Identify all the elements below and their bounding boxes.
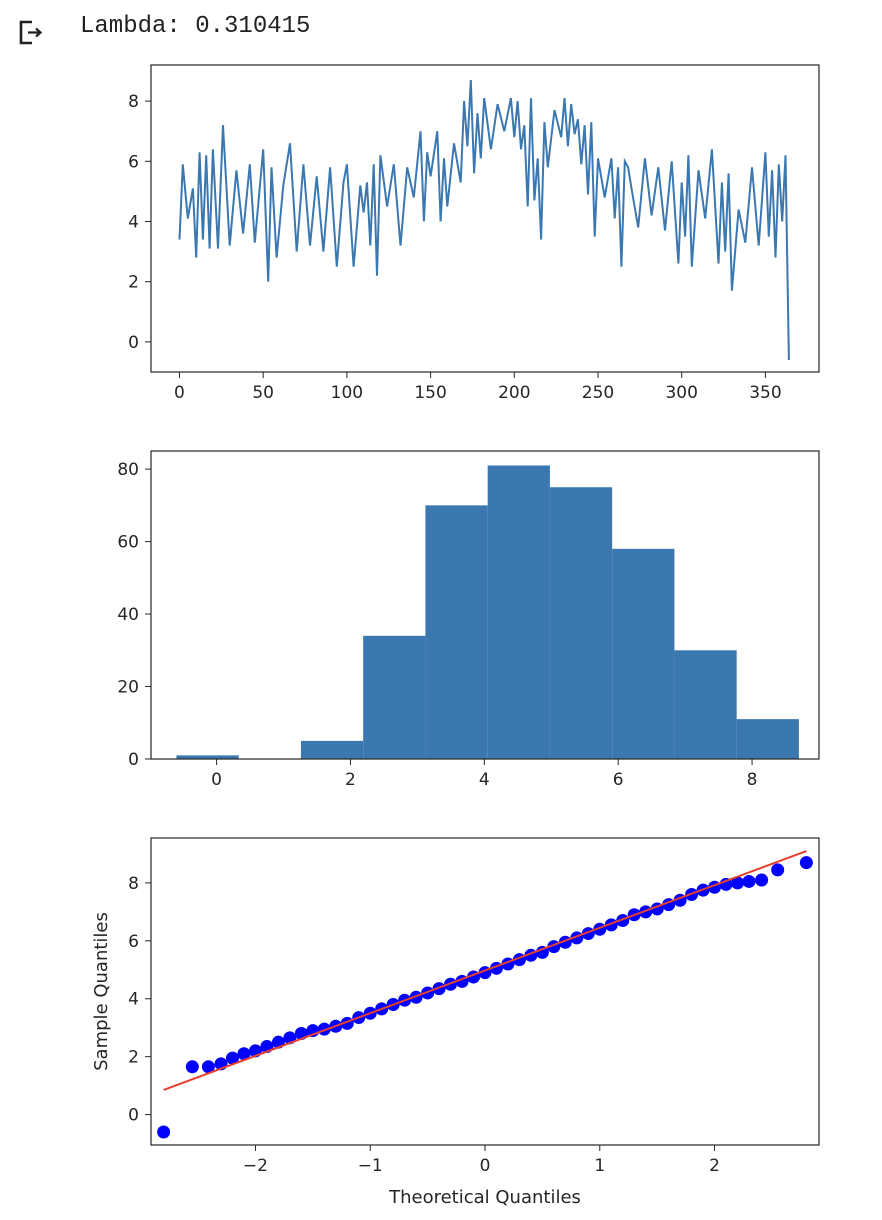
histogram-bar [425, 505, 488, 759]
chart1-y-tick-label: 2 [128, 273, 139, 293]
chart1-x-tick-label: 200 [498, 383, 530, 403]
chart3-y-tick-label: 6 [128, 932, 139, 952]
chart1-y-tick-label: 8 [128, 92, 139, 112]
chart2-y-tick-label: 80 [117, 460, 139, 480]
chart3-y-tick-label: 0 [128, 1106, 139, 1126]
qq-data-point [157, 1125, 171, 1139]
chart2-y-tick-label: 20 [117, 678, 139, 698]
chart3-x-tick-label: −2 [243, 1156, 268, 1176]
chart3-y-tick-label: 4 [128, 990, 139, 1010]
histogram-bar [549, 487, 613, 759]
chart2-x-tick-label: 8 [747, 770, 758, 790]
histogram-bar [176, 755, 239, 759]
qq-data-point [185, 1060, 199, 1074]
time-series-line-chart: 0 50 100 150 200 250 300 350 0 2 4 6 8 [128, 64, 820, 403]
chart2-y-tick-label: 40 [117, 605, 139, 625]
qq-reference-line [163, 850, 807, 1091]
chart1-x-tick-label: 0 [174, 383, 185, 403]
chart1-x-tick-label: 150 [414, 383, 446, 403]
chart3-y-tick-label: 2 [128, 1048, 139, 1068]
chart3-x-tick-label: 2 [709, 1156, 720, 1176]
chart1-y-tick-label: 4 [128, 213, 139, 233]
histogram-bar [487, 465, 550, 759]
chart3-x-tick-label: −1 [358, 1156, 383, 1176]
qq-data-point [799, 856, 813, 870]
chart1-x-tick-label: 50 [252, 383, 274, 403]
chart2-y-tick-label: 60 [117, 533, 139, 553]
chart1-y-tick-label: 6 [128, 152, 139, 172]
histogram-bar [736, 719, 799, 759]
qq-data-point [225, 1051, 239, 1065]
chart2-axes-frame [150, 450, 820, 760]
histogram-bar [674, 650, 737, 759]
chart2-x-tick-label: 4 [479, 770, 490, 790]
histogram-bar [363, 635, 426, 759]
qq-data-point [201, 1060, 215, 1074]
chart2-x-tick-label: 6 [613, 770, 624, 790]
histogram-bar [612, 548, 675, 759]
qq-data-point [535, 945, 549, 959]
qq-plot-chart: −2 −1 0 1 2 0 2 4 6 8 Theoretical Quantiles Sample … [91, 837, 820, 1208]
qq-data-point [742, 874, 756, 888]
qq-data-point [731, 876, 745, 890]
chart1-x-tick-label: 100 [331, 383, 363, 403]
qq-y-axis-label: Sample Quantiles [91, 912, 112, 1071]
qq-data-point [771, 863, 785, 877]
histogram-bar [300, 740, 364, 759]
chart2-x-tick-label: 0 [211, 770, 222, 790]
qq-data-point [755, 873, 769, 887]
chart1-x-tick-label: 250 [582, 383, 614, 403]
chart3-y-tick-label: 8 [128, 874, 139, 894]
chart2-y-tick-label: 0 [128, 750, 139, 770]
qq-data-point [237, 1047, 251, 1061]
output-arrow-icon[interactable] [16, 16, 48, 48]
qq-x-axis-label: Theoretical Quantiles [388, 1187, 581, 1208]
chart3-x-tick-label: 0 [480, 1156, 491, 1176]
cell-output-header: Lambda: 0.310415 [0, 0, 882, 60]
lambda-output-text: Lambda: 0.310415 [80, 13, 311, 40]
chart1-y-tick-label: 0 [128, 333, 139, 353]
time-series-line [178, 79, 790, 361]
chart1-x-tick-label: 300 [665, 383, 697, 403]
chart3-x-tick-label: 1 [594, 1156, 605, 1176]
chart1-axes-frame [150, 64, 820, 373]
chart2-x-tick-label: 2 [345, 770, 356, 790]
chart1-x-tick-label: 350 [749, 383, 781, 403]
